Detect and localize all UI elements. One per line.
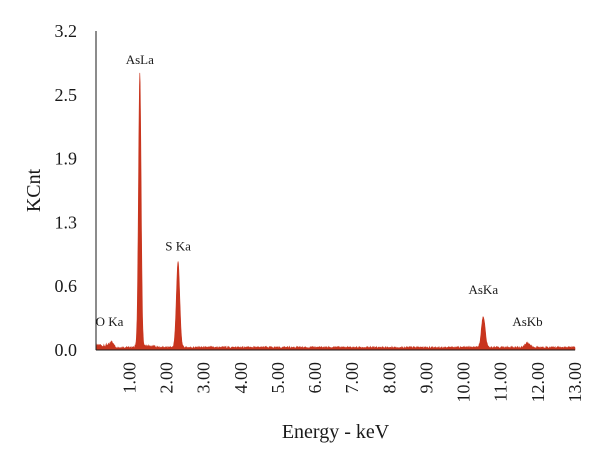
tick-labels: 0.0 0.6 1.3 1.9 2.5 3.2 1.00 2.00 3.00 4.00 5.00 6.… xyxy=(55,21,586,403)
x-tick-label: 9.00 xyxy=(417,362,437,394)
x-tick-label: 6.00 xyxy=(305,362,325,394)
peak-label: AsLa xyxy=(126,52,154,67)
axes xyxy=(95,31,575,351)
spectrum-area xyxy=(95,72,576,351)
y-axis-title: KCnt xyxy=(23,168,45,212)
y-tick-label: 1.9 xyxy=(55,149,78,169)
x-tick-label: 3.00 xyxy=(194,362,214,394)
x-tick-label: 7.00 xyxy=(342,362,362,394)
x-tick-label: 8.00 xyxy=(379,362,399,394)
x-tick-label: 5.00 xyxy=(268,362,288,394)
peak-label: O Ka xyxy=(96,314,124,329)
peak-labels: O Ka AsLa S Ka AsKa AsKb xyxy=(96,52,543,329)
peak-label: S Ka xyxy=(165,238,191,253)
y-tick-label: 0.6 xyxy=(55,276,78,296)
y-tick-label: 2.5 xyxy=(55,85,78,105)
x-axis-title: Energy - keV xyxy=(282,421,390,443)
peak-label: AsKa xyxy=(468,282,498,297)
y-tick-label: 3.2 xyxy=(55,21,78,41)
x-tick-label: 13.00 xyxy=(565,362,585,403)
spectrum-series xyxy=(95,72,576,351)
x-tick-label: 11.00 xyxy=(491,362,511,402)
y-tick-label: 1.3 xyxy=(55,212,78,232)
x-tick-label: 4.00 xyxy=(231,362,251,394)
x-tick-label: 10.00 xyxy=(454,362,474,403)
peak-label: AsKb xyxy=(512,314,542,329)
x-tick-label: 2.00 xyxy=(157,362,177,394)
y-tick-label: 0.0 xyxy=(55,340,78,360)
x-tick-label: 12.00 xyxy=(528,362,548,403)
x-tick-label: 1.00 xyxy=(119,362,139,394)
